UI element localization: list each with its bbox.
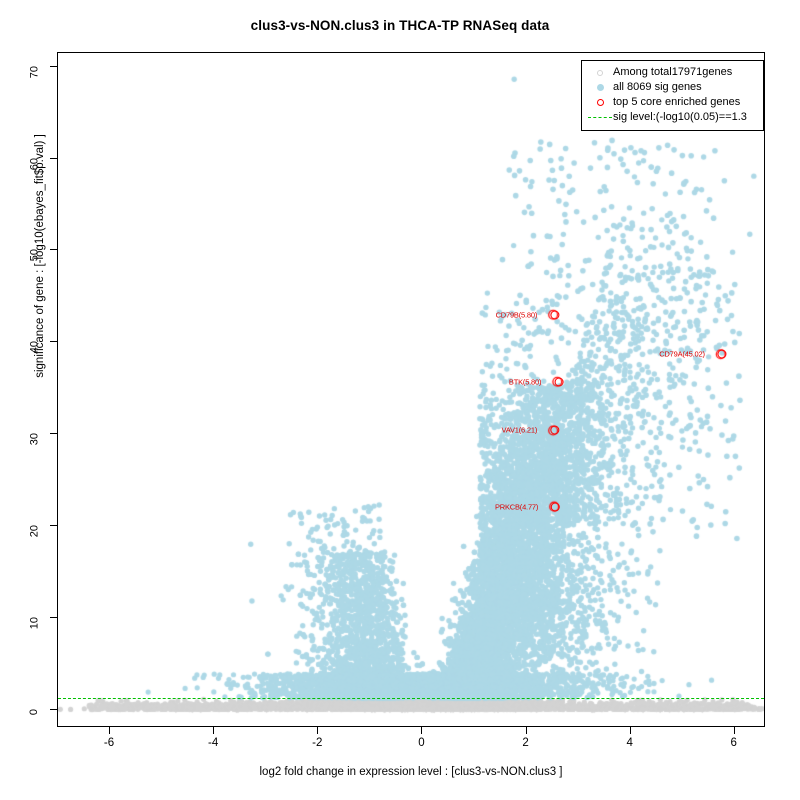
page-title: clus3-vs-NON.clus3 in THCA-TP RNASeq dat… — [250, 18, 550, 33]
legend-item-label: all 8069 sig genes — [613, 81, 702, 93]
sig-level-threshold-line — [58, 697, 764, 699]
y-tick-label: 10 — [28, 616, 40, 630]
legend-glyph — [597, 69, 603, 76]
plot-area: CD79B(5.80) CD79A(45.02) BTK(5.80) VAV1(6.2… — [57, 52, 765, 727]
legend-item-label: sig level:(-log10(0.05)==1.3 — [613, 111, 747, 123]
y-tick-mark — [50, 433, 57, 435]
x-tick-mark — [109, 727, 111, 734]
y-tick-mark — [50, 65, 57, 67]
legend-key-open-red-circle-icon — [587, 95, 613, 110]
x-tick-mark — [733, 727, 735, 734]
y-tick-mark — [50, 708, 57, 710]
legend-key-green-dashed-line-icon — [587, 110, 613, 125]
y-tick-mark — [50, 249, 57, 251]
x-tick-mark — [421, 727, 423, 734]
legend-glyph — [588, 117, 612, 118]
legend-item: sig level:(-log10(0.05)==1.3 — [587, 110, 758, 125]
legend-item: top 5 core enriched genes — [587, 95, 758, 110]
legend-item-label: top 5 core enriched genes — [613, 96, 741, 108]
legend-glyph — [596, 84, 604, 91]
x-tick-label: 2 — [522, 737, 529, 749]
x-tick-mark — [213, 727, 215, 734]
legend-key-filled-lightblue-circle-icon — [587, 80, 613, 95]
legend-key-open-gray-circle-icon — [587, 65, 613, 80]
x-tick-mark — [317, 727, 319, 734]
legend-item: Among total17971genes — [587, 65, 758, 80]
y-tick-label: 20 — [28, 524, 40, 538]
scatter-points-canvas — [58, 53, 764, 726]
y-tick-mark — [50, 341, 57, 343]
x-tick-label: 6 — [730, 737, 737, 749]
x-tick-mark — [525, 727, 527, 734]
y-axis-label: significance of gene : [-log10(ebayes_fi… — [34, 134, 46, 378]
x-tick-label: -2 — [312, 737, 323, 749]
x-axis-label: log2 fold change in expression level : [… — [259, 766, 563, 778]
y-tick-mark — [50, 524, 57, 526]
y-tick-mark — [50, 157, 57, 159]
x-tick-label: 4 — [626, 737, 633, 749]
y-tick-label: 0 — [28, 708, 40, 715]
x-tick-label: 0 — [418, 737, 425, 749]
x-tick-mark — [629, 727, 631, 734]
legend-item: all 8069 sig genes — [587, 80, 758, 95]
legend-glyph — [596, 99, 604, 106]
legend-item-label: Among total17971genes — [613, 66, 733, 78]
x-tick-label: -4 — [208, 737, 219, 749]
x-tick-label: -6 — [103, 737, 115, 749]
legend: Among total17971genes all 8069 sig genes t… — [581, 60, 764, 131]
y-tick-mark — [50, 616, 57, 618]
